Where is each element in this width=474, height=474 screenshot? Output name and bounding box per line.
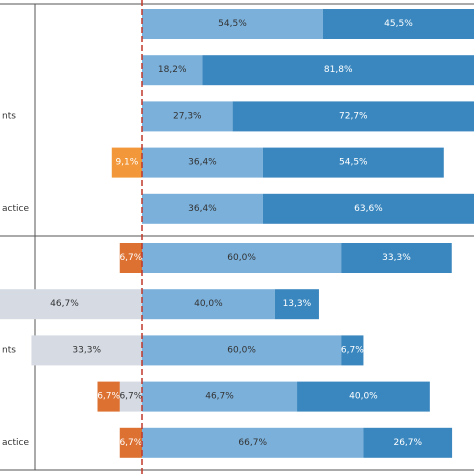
bar-segment-label: 6,7% bbox=[119, 253, 142, 263]
bar-segment bbox=[202, 55, 474, 86]
bar-segment bbox=[363, 427, 453, 458]
bar-segment-label: 54,5% bbox=[218, 19, 247, 29]
bar-segment-label: 26,7% bbox=[393, 438, 422, 448]
bar-segment-label: 40,0% bbox=[349, 392, 378, 402]
bars: 54,5% 45,5% 18,2% 81,8% 27,3% 72,7% 9,1% 36,4% 5… bbox=[0, 9, 474, 458]
bar-segment bbox=[142, 243, 342, 273]
bar-segment bbox=[111, 147, 142, 178]
bar-segment-label: 45,5% bbox=[384, 19, 413, 29]
bar-segment-label: 36,4% bbox=[188, 204, 217, 214]
bar-segment-label: 63,6% bbox=[354, 204, 383, 214]
bar-segment-label: 33,3% bbox=[382, 253, 411, 263]
bar-segment bbox=[142, 193, 263, 224]
bar-segment-label: 46,7% bbox=[50, 299, 79, 309]
bar-segment-label: 18,2% bbox=[158, 65, 187, 75]
bar-segment bbox=[341, 243, 452, 273]
bar-segment bbox=[322, 9, 474, 39]
row-label: actice bbox=[2, 438, 29, 448]
bar-segment-label: 66,7% bbox=[238, 438, 267, 448]
bar-segment-label: 9,1% bbox=[115, 158, 138, 168]
bar-segment-label: 6,7% bbox=[119, 392, 142, 402]
bar-segment bbox=[31, 335, 142, 366]
bar-segment-label: 27,3% bbox=[173, 111, 202, 121]
bar-segment bbox=[119, 427, 142, 458]
bar-segment bbox=[0, 289, 143, 320]
bar-segment bbox=[232, 101, 474, 132]
bar-segment bbox=[274, 289, 319, 320]
bar-segment bbox=[262, 193, 474, 224]
chart-frame bbox=[0, 3, 474, 471]
bar-segment-label: 6,7% bbox=[97, 392, 120, 402]
bar-segment bbox=[97, 381, 120, 412]
bar-segment-label: 6,7% bbox=[119, 438, 142, 448]
bar-segment bbox=[142, 427, 364, 458]
bar-segment-label: 60,0% bbox=[227, 253, 256, 263]
bar-segment-label: 81,8% bbox=[324, 65, 353, 75]
bar-segment-label: 72,7% bbox=[339, 111, 368, 121]
bar-segment bbox=[119, 243, 142, 273]
row-labels: nts actice nts actice bbox=[2, 111, 29, 447]
bar-segment bbox=[142, 101, 233, 132]
bar-segment bbox=[142, 381, 298, 412]
bar-segment bbox=[142, 335, 342, 366]
bar-segment-label: 33,3% bbox=[72, 345, 101, 355]
bar-segment bbox=[297, 381, 430, 412]
row-label: actice bbox=[2, 204, 29, 214]
bar-segment bbox=[142, 289, 275, 320]
bar-segment-label: 40,0% bbox=[194, 299, 223, 309]
bar-segment bbox=[119, 381, 142, 412]
bar-segment-label: 36,4% bbox=[188, 158, 217, 168]
bar-segment-label: 46,7% bbox=[205, 392, 234, 402]
bar-segment-label: 54,5% bbox=[339, 158, 368, 168]
bar-segment-label: 6,7% bbox=[341, 345, 364, 355]
bar-segment bbox=[341, 335, 364, 366]
bar-segment bbox=[142, 147, 263, 178]
row-label: nts bbox=[2, 345, 16, 355]
row-label: nts bbox=[2, 111, 16, 121]
bar-segment-label: 13,3% bbox=[283, 299, 312, 309]
bar-segment bbox=[142, 55, 203, 86]
bar-segment bbox=[142, 9, 323, 39]
bar-segment bbox=[262, 147, 444, 178]
bar-segment-label: 60,0% bbox=[227, 345, 256, 355]
